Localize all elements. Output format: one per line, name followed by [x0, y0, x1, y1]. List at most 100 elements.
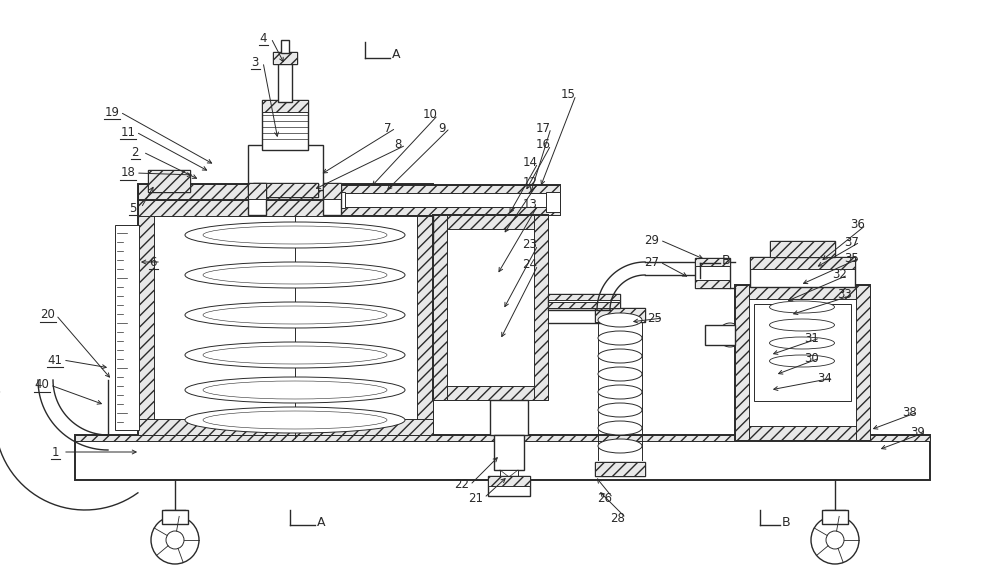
Text: 34: 34	[818, 372, 832, 384]
Bar	[273, 52, 297, 64]
Text: 16: 16	[536, 138, 550, 152]
Text: 29: 29	[644, 233, 660, 247]
Text: 35: 35	[845, 251, 859, 265]
Bar	[330, 207, 560, 215]
Bar	[75, 435, 930, 441]
Bar	[695, 258, 730, 288]
Bar	[770, 241, 835, 257]
Text: 41: 41	[48, 354, 62, 367]
Text: 22: 22	[454, 478, 470, 492]
Text: 3: 3	[251, 56, 259, 68]
Bar	[595, 462, 645, 476]
Ellipse shape	[203, 306, 387, 324]
Text: 39: 39	[911, 426, 925, 438]
Ellipse shape	[598, 313, 642, 327]
Bar	[548, 294, 620, 300]
Bar	[735, 285, 870, 299]
Bar	[262, 100, 308, 112]
Ellipse shape	[185, 377, 405, 403]
Text: 33: 33	[838, 288, 852, 302]
Ellipse shape	[185, 262, 405, 288]
Bar	[138, 419, 433, 435]
Bar	[273, 52, 297, 64]
Bar	[595, 308, 645, 322]
Bar	[750, 257, 855, 287]
Ellipse shape	[598, 367, 642, 381]
Ellipse shape	[598, 331, 642, 345]
Bar	[488, 476, 530, 496]
Bar	[433, 215, 548, 400]
Ellipse shape	[203, 381, 387, 399]
Ellipse shape	[598, 349, 642, 363]
Text: 5: 5	[129, 201, 137, 214]
Bar	[735, 285, 870, 440]
Text: 24: 24	[522, 258, 538, 272]
Bar	[138, 184, 433, 200]
Ellipse shape	[203, 226, 387, 244]
Bar	[148, 170, 190, 192]
Text: 17: 17	[536, 122, 550, 134]
Bar	[253, 183, 318, 197]
Bar	[695, 280, 730, 288]
Ellipse shape	[203, 266, 387, 284]
Bar	[705, 325, 735, 345]
Bar	[433, 215, 548, 229]
Text: 7: 7	[384, 122, 392, 134]
Text: 28: 28	[611, 511, 625, 525]
Bar	[330, 185, 560, 215]
Text: 2: 2	[131, 145, 139, 159]
Text: 12: 12	[522, 177, 538, 189]
Bar	[490, 400, 528, 435]
Ellipse shape	[598, 421, 642, 435]
Text: 13: 13	[523, 199, 537, 211]
Bar	[138, 200, 154, 435]
Bar	[335, 193, 555, 207]
Text: 40: 40	[35, 379, 49, 391]
Text: 21: 21	[468, 492, 484, 504]
Ellipse shape	[598, 439, 642, 453]
Text: 11: 11	[120, 126, 136, 138]
Text: 8: 8	[394, 138, 402, 152]
Text: 14: 14	[522, 156, 538, 170]
Bar	[433, 386, 548, 400]
Bar	[856, 285, 870, 440]
Bar	[546, 192, 560, 212]
Bar	[138, 200, 433, 435]
Bar	[433, 215, 447, 400]
Ellipse shape	[770, 337, 834, 349]
Bar	[417, 200, 433, 435]
Text: A: A	[317, 515, 326, 529]
Bar	[595, 308, 645, 322]
Text: 6: 6	[149, 255, 157, 269]
Ellipse shape	[185, 407, 405, 433]
Text: 20: 20	[41, 309, 55, 321]
Ellipse shape	[770, 301, 834, 313]
Bar	[500, 470, 518, 484]
Bar	[770, 241, 835, 257]
Text: B: B	[722, 254, 731, 266]
Text: 9: 9	[438, 122, 446, 134]
Bar	[138, 200, 433, 216]
Bar	[278, 62, 292, 102]
Bar	[488, 476, 530, 486]
Ellipse shape	[598, 385, 642, 399]
Bar	[822, 510, 848, 524]
Text: 32: 32	[833, 269, 847, 281]
Text: 30: 30	[805, 351, 819, 365]
Text: 23: 23	[523, 239, 537, 251]
Text: 26: 26	[598, 492, 612, 504]
Text: 31: 31	[805, 332, 819, 345]
Text: 18: 18	[121, 167, 135, 179]
Bar	[323, 183, 341, 215]
Bar	[695, 258, 730, 266]
Bar	[248, 145, 323, 190]
Bar	[735, 426, 870, 440]
Bar	[494, 435, 524, 470]
Bar	[330, 192, 345, 208]
Ellipse shape	[203, 346, 387, 364]
Bar	[162, 510, 188, 524]
Text: B: B	[782, 515, 791, 529]
Bar	[281, 40, 289, 53]
Text: A: A	[392, 49, 400, 61]
Text: 15: 15	[561, 89, 575, 101]
